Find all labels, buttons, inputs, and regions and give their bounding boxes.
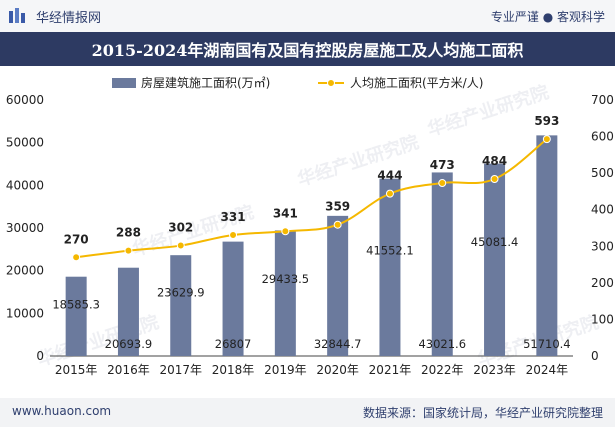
top-bar: 华经情报网 专业严谨 ● 客观科学 xyxy=(0,0,615,32)
line-value-label: 484 xyxy=(482,154,507,168)
bar xyxy=(379,178,401,356)
tagline: 专业严谨 ● 客观科学 xyxy=(490,10,605,24)
footer-source: 数据来源：国家统计局，华经产业研究院整理 xyxy=(362,406,603,420)
bar xyxy=(222,241,244,356)
y-left-tick-label: 50000 xyxy=(6,136,44,150)
bar xyxy=(170,255,192,356)
x-tick-label: 2021年 xyxy=(369,363,412,377)
bar xyxy=(536,135,558,356)
y-axis-left: 0 10000 20000 30000 40000 50000 60000 xyxy=(6,93,44,363)
bar-value-label: 29433.5 xyxy=(262,272,310,286)
y-left-tick-label: 20000 xyxy=(6,264,44,278)
x-tick-label: 2020年 xyxy=(316,363,359,377)
line-point xyxy=(176,241,185,250)
legend-bar-label: 房屋建筑施工面积(万㎡) xyxy=(141,75,270,90)
bar-value-label: 51710.4 xyxy=(523,337,571,351)
line-value-label: 331 xyxy=(221,210,246,224)
title-bar: 2015-2024年湖南国有及国有控股房屋施工及人均施工面积 xyxy=(0,32,615,66)
footer-website[interactable]: www.huaon.com xyxy=(12,404,112,418)
legend: 房屋建筑施工面积(万㎡) 人均施工面积(平方米/人) xyxy=(112,75,483,90)
y-left-tick-label: 10000 xyxy=(6,306,44,320)
logo-icon xyxy=(9,8,25,23)
y-right-tick-label: 0 xyxy=(591,349,599,363)
bar-value-label: 26807 xyxy=(215,337,252,351)
bar xyxy=(274,230,296,356)
line-point xyxy=(438,179,447,188)
line-series xyxy=(72,135,551,262)
bar-labels: 18585.3 20693.9 23629.9 26807 29433.5 32844.7… xyxy=(52,235,570,351)
line-value-label: 270 xyxy=(64,232,89,246)
bar-value-label: 32844.7 xyxy=(314,337,362,351)
chart: 房屋建筑施工面积(万㎡) 人均施工面积(平方米/人) 华经产业研究院华经产业研究… xyxy=(6,75,614,377)
line-path xyxy=(76,138,548,259)
x-tick-label: 2023年 xyxy=(473,363,516,377)
chart-title: 2015-2024年湖南国有及国有控股房屋施工及人均施工面积 xyxy=(91,41,524,60)
line-labels: 270 288 302 331 341 359 444 473 484 593 xyxy=(64,114,560,246)
bar-value-label: 45081.4 xyxy=(471,235,519,249)
x-tick-label: 2022年 xyxy=(421,363,464,377)
line-point xyxy=(72,253,81,262)
line-value-label: 359 xyxy=(325,200,350,214)
brand-name: 华经情报网 xyxy=(36,10,102,26)
bar xyxy=(431,172,453,356)
y-axis-right: 0 100 200 300 400 500 600 700 xyxy=(591,93,614,363)
y-right-tick-label: 700 xyxy=(591,93,614,107)
bar-value-label: 23629.9 xyxy=(157,286,205,300)
line-point xyxy=(333,220,342,229)
bar xyxy=(327,215,349,356)
legend-line-label: 人均施工面积(平方米/人) xyxy=(350,75,483,90)
bars xyxy=(65,135,558,356)
legend-bar-swatch xyxy=(112,78,136,88)
y-left-tick-label: 30000 xyxy=(6,221,44,235)
y-right-tick-label: 300 xyxy=(591,239,614,253)
x-tick-label: 2024年 xyxy=(526,363,569,377)
y-right-tick-label: 100 xyxy=(591,312,614,326)
line-point xyxy=(281,227,290,236)
bar-value-label: 20693.9 xyxy=(105,337,153,351)
bar-value-label: 41552.1 xyxy=(366,243,414,257)
legend-line-marker xyxy=(327,79,335,87)
x-tick-label: 2015年 xyxy=(55,363,98,377)
x-tick-label: 2019年 xyxy=(264,363,307,377)
x-tick-label: 2018年 xyxy=(212,363,255,377)
y-right-tick-label: 600 xyxy=(591,130,614,144)
line-value-label: 302 xyxy=(168,221,193,235)
y-left-tick-label: 60000 xyxy=(6,93,44,107)
bar xyxy=(484,163,506,356)
line-value-label: 444 xyxy=(377,169,402,183)
bar-value-label: 43021.6 xyxy=(418,337,466,351)
brand[interactable]: 华经情报网 xyxy=(8,6,101,26)
bar xyxy=(65,276,87,356)
line-value-label: 288 xyxy=(116,226,141,240)
line-point xyxy=(124,246,133,255)
line-value-label: 341 xyxy=(273,206,298,220)
line-point xyxy=(542,135,551,144)
y-right-tick-label: 400 xyxy=(591,203,614,217)
x-tick-label: 2016年 xyxy=(107,363,150,377)
line-point xyxy=(385,189,394,198)
line-point xyxy=(229,230,238,239)
line-point xyxy=(490,174,499,183)
x-axis-labels: 2015年 2016年 2017年 2018年 2019年 2020年 2021年 2022年… xyxy=(55,363,568,377)
y-right-tick-label: 500 xyxy=(591,166,614,180)
footer: www.huaon.com 数据来源：国家统计局，华经产业研究院整理 xyxy=(0,398,615,427)
bar xyxy=(117,267,139,356)
line-value-label: 593 xyxy=(534,114,559,128)
y-left-tick-label: 40000 xyxy=(6,178,44,192)
y-left-tick-label: 0 xyxy=(36,349,44,363)
line-value-label: 473 xyxy=(430,158,455,172)
bar-value-label: 18585.3 xyxy=(52,297,100,311)
y-right-tick-label: 200 xyxy=(591,276,614,290)
x-tick-label: 2017年 xyxy=(159,363,202,377)
